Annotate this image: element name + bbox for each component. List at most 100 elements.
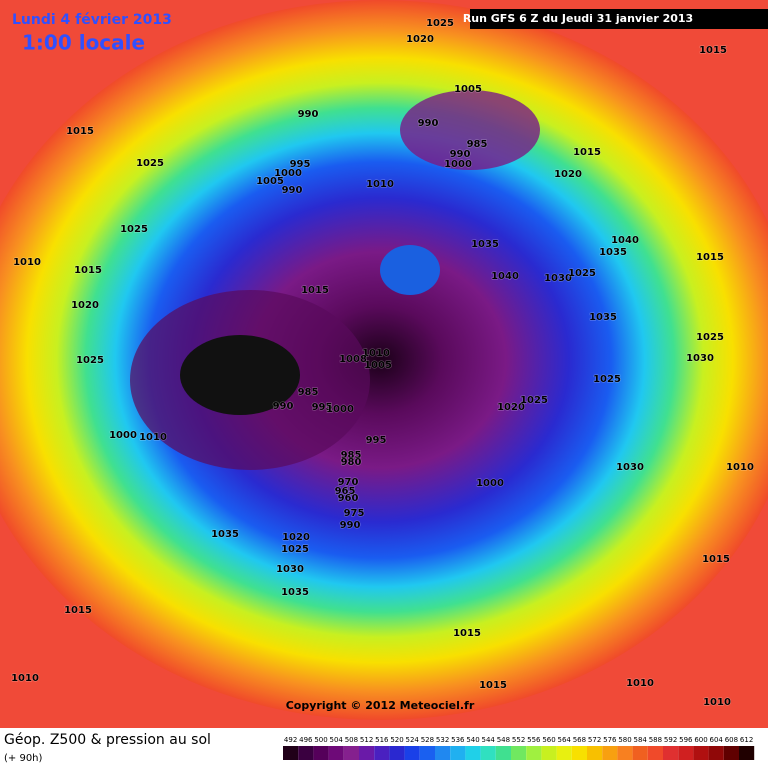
pressure-label: 1030 — [616, 462, 644, 473]
scale-label: 588 — [649, 736, 662, 744]
pressure-label: 1020 — [497, 402, 525, 413]
pressure-label: 1035 — [211, 529, 239, 540]
scale-label: 556 — [527, 736, 541, 744]
pressure-label: 1030 — [276, 564, 304, 575]
scale-swatch — [678, 746, 694, 760]
pressure-label: 1015 — [573, 147, 601, 158]
pressure-label: 1015 — [699, 45, 727, 56]
pressure-label: 1005 — [364, 360, 392, 371]
pressure-label: 1020 — [282, 532, 310, 543]
pressure-label: 1020 — [71, 300, 99, 311]
pressure-label: 1025 — [136, 158, 164, 169]
scale-swatch — [556, 746, 572, 760]
pressure-label: 1000 — [109, 430, 137, 441]
pressure-label: 1035 — [281, 587, 309, 598]
scale-label: 564 — [558, 736, 572, 744]
scale-label: 492 — [284, 736, 297, 744]
scale-swatch — [571, 746, 587, 760]
pressure-label: 1015 — [696, 252, 724, 263]
pressure-label: 1035 — [589, 312, 617, 323]
scale-swatch — [359, 746, 375, 760]
scale-swatch — [663, 746, 679, 760]
scale-label: 604 — [710, 736, 724, 744]
pressure-label: 965 — [335, 486, 356, 497]
scale-label: 520 — [390, 736, 403, 744]
scale-label: 560 — [542, 736, 555, 744]
pressure-label: 990 — [450, 149, 471, 160]
scale-swatch — [602, 746, 618, 760]
pressure-label: 1015 — [702, 554, 730, 565]
scale-swatch — [450, 746, 466, 760]
scale-label: 584 — [634, 736, 648, 744]
scale-swatch — [313, 746, 329, 760]
scale-swatch — [435, 746, 451, 760]
scale-label: 540 — [466, 736, 479, 744]
pressure-label: 1000 — [326, 404, 354, 415]
pressure-label: 980 — [341, 457, 362, 468]
pressure-label: 1025 — [520, 395, 548, 406]
pressure-label: 1035 — [471, 239, 499, 250]
scale-swatch — [647, 746, 663, 760]
scale-swatch — [617, 746, 633, 760]
pressure-label: 1015 — [66, 126, 94, 137]
scale-label: 576 — [603, 736, 617, 744]
pressure-label: 1010 — [626, 678, 654, 689]
pressure-label: 1020 — [554, 169, 582, 180]
pressure-label: 1015 — [74, 265, 102, 276]
scale-swatch — [723, 746, 739, 760]
scale-label: 528 — [421, 736, 434, 744]
scale-label: 544 — [482, 736, 496, 744]
pressure-label: 1015 — [64, 605, 92, 616]
scale-label: 512 — [360, 736, 373, 744]
pressure-label: 990 — [418, 118, 439, 129]
pressure-label: 985 — [298, 387, 319, 398]
pressure-label: 995 — [366, 435, 387, 446]
pressure-label: 1010 — [726, 462, 754, 473]
pressure-label: 1040 — [491, 271, 519, 282]
pressure-label: 1030 — [686, 353, 714, 364]
scale-label: 504 — [330, 736, 344, 744]
geopotential-field — [180, 335, 300, 415]
time: 1:00 locale — [22, 31, 145, 55]
geopotential-field — [0, 0, 768, 720]
pressure-label: 1010 — [13, 257, 41, 268]
pressure-label: 990 — [340, 520, 361, 531]
scale-label: 496 — [299, 736, 313, 744]
scale-label: 612 — [740, 736, 753, 744]
run-box — [470, 9, 768, 29]
pressure-label: 1025 — [76, 355, 104, 366]
pressure-label: 1005 — [454, 84, 482, 95]
pressure-label: 1020 — [406, 34, 434, 45]
pressure-labels: 1025102010151015102599010059909859901000… — [11, 18, 755, 709]
pressure-label: 1000 — [476, 478, 504, 489]
pressure-label: 995 — [290, 159, 311, 170]
run-info: Run GFS 6 Z du Jeudi 31 janvier 2013 — [463, 12, 693, 25]
geopotential-field — [400, 90, 540, 170]
pressure-label: 990 — [273, 401, 294, 412]
scale-label: 580 — [618, 736, 631, 744]
scale-swatch — [495, 746, 511, 760]
scale-label: 572 — [588, 736, 601, 744]
copyright: Copyright © 2012 Meteociel.fr — [286, 699, 475, 712]
pressure-label: 1015 — [479, 680, 507, 691]
pressure-label: 1040 — [611, 235, 639, 246]
scale-swatch — [526, 746, 542, 760]
scale-swatch — [343, 746, 359, 760]
scale-swatch — [419, 746, 435, 760]
scale-swatch — [404, 746, 420, 760]
scale-swatch — [739, 746, 755, 760]
scale-swatch — [511, 746, 527, 760]
scale-swatch — [283, 746, 299, 760]
pressure-label: 1008 — [339, 354, 367, 365]
pressure-label: 985 — [467, 139, 488, 150]
pressure-label: 1025 — [593, 374, 621, 385]
scale-swatch — [465, 746, 481, 760]
scale-swatch — [480, 746, 496, 760]
pressure-label: 995 — [312, 402, 333, 413]
pressure-label: 1015 — [301, 285, 329, 296]
pressure-label: 1005 — [256, 176, 284, 187]
scale-swatch — [587, 746, 603, 760]
pressure-label: 975 — [344, 508, 365, 519]
